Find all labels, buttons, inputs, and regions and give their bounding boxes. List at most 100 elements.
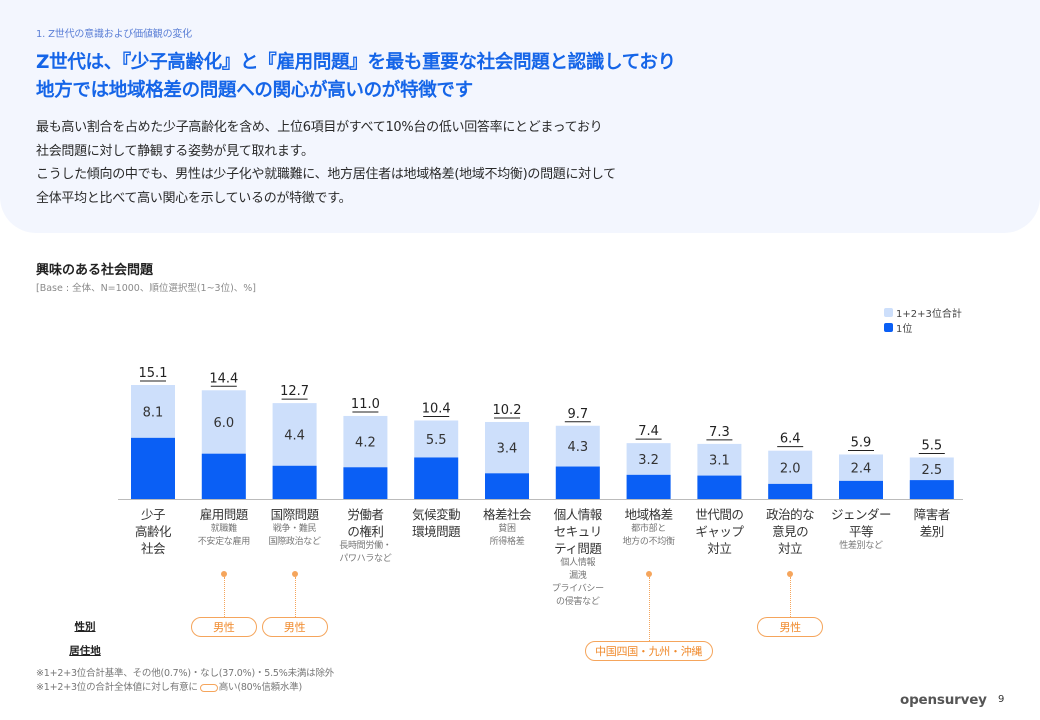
category-sublabel: 個人情報 [560,558,596,568]
category-sublabel: 就職難 [210,524,237,534]
bar-first [626,474,671,499]
category-label-line: 高齢化 [134,524,172,539]
highlight-dot-icon [645,571,652,577]
category-label: 国際問題 戦争・難民 国際政治など [255,506,335,549]
category-label-line: の権利 [347,524,384,539]
footnote-2-suffix: 高い(80%信頼水準) [218,682,303,693]
category-label-line: 対立 [778,541,803,556]
category-label-line: ティ問題 [554,541,602,556]
total-value-label: 7.3 [709,425,730,440]
category-sublabel: 所得格差 [489,537,525,547]
total-value-label: 11.0 [351,397,380,412]
category-label-line: 世代間の [695,507,744,522]
footnote-2: ※1+2+3位の合計全体値に対し有意に 高い(80%信頼水準) [36,681,334,695]
first-value-label: 3.1 [709,454,730,469]
highlight-connector [648,577,650,641]
category-label-line: 障害者 [913,507,951,522]
highlight-connector [790,577,792,617]
footnotes: ※1+2+3位合計基準、その他(0.7%)・なし(37.0%)・5.5%未満は除… [36,667,334,695]
legend-label-total: 1+2+3位合計 [896,309,962,320]
highlight-dot-icon [787,571,794,577]
first-value-label: 4.2 [355,436,376,451]
headline-line-1: Z世代は、『少子高齢化』と『雇用問題』を最も重要な社会問題と認識しており [36,52,676,73]
page-headline: Z世代は、『少子高齢化』と『雇用問題』を最も重要な社会問題と認識しており 地方で… [36,49,676,105]
category-sublabel: 漏洩 [569,571,587,581]
segment-pill: 中国四国・九州・沖縄 [584,641,713,661]
significance-pill-icon [199,683,218,692]
segment-pill: 男性 [190,617,257,637]
first-value-label: 6.0 [213,416,234,431]
bar-first [272,465,317,499]
total-value-label: 6.4 [780,432,801,447]
category-label-line: 格差社会 [482,507,532,522]
bar-first [909,480,954,499]
category-label-line: 少子 [140,507,166,522]
row-label-gender: 性別 [74,621,96,633]
summary-text: 最も高い割合を占めた少子高齢化を含め、上位6項目がすべて10%台の低い回答率にと… [36,116,616,210]
bar-first [839,480,883,499]
bar-first [201,453,246,499]
category-label: 世代間のギャップ対立 [679,506,759,557]
highlight-connector [294,577,296,617]
category-label-line: 対立 [707,541,732,556]
category-sublabel: 貧困 [498,524,516,534]
chart-base-note: [Base : 全体、N=1000、順位選択型(1~3位)、%] [36,283,257,294]
bar-first [768,483,813,499]
category-label: 政治的な 意見の 対立 [750,506,830,557]
category-label: 格差社会貧困所得格差 [467,506,547,549]
category-label-line: 環境問題 [412,524,461,539]
summary-line: 全体平均と比べて高い関心を示しているのが特徴です。 [36,190,352,206]
bar-first [697,475,742,499]
first-value-label: 5.5 [426,433,447,448]
total-value-label: 12.7 [280,384,309,399]
category-label-line: 個人情報 [553,507,603,522]
category-sublabel: 戦争・難民 [272,524,317,534]
category-label-line: ジェンダー [830,507,892,522]
brand-logo: opensurvey [900,692,987,708]
category-sublabel: 性差別など [839,541,883,551]
total-value-label: 15.1 [139,366,168,381]
chart-legend: 1+2+3位合計 1位 [884,305,962,335]
first-value-label: 3.2 [638,453,659,468]
category-label: 気候変動 環境問題 [396,506,476,540]
row-label-residence: 居住地 [69,645,101,657]
bar-first [485,473,529,499]
category-sublabel: 不安定な雇用 [197,537,251,547]
summary-line: 社会問題に対して静観する姿勢が見て取れます。 [36,143,314,159]
bar-first [555,466,600,499]
page-number: 9 [998,694,1005,705]
category-label: 障害者 差別 [892,506,972,540]
category-label: 個人情報 セキュリ ティ問題 個人情報 漏洩 プライバシー の侵害など [538,506,618,609]
legend-swatch-total [884,308,893,317]
total-value-label: 14.4 [209,371,238,386]
category-label-line: ギャップ [695,524,744,539]
category-label: 雇用問題就職難不安定な雇用 [184,506,264,549]
footnote-2-prefix: ※1+2+3位の合計全体値に対し有意に [36,682,198,693]
segment-pill: 男性 [261,617,328,637]
highlight-dot-icon [220,571,227,577]
footnote-1: ※1+2+3位合計基準、その他(0.7%)・なし(37.0%)・5.5%未満は除… [36,668,335,679]
category-label-line: 差別 [919,524,945,539]
first-value-label: 2.4 [851,462,872,477]
header-panel: 1. Z世代の意識および価値観の変化 Z世代は、『少子高齢化』と『雇用問題』を最… [0,0,1040,233]
category-sublabel: 都市部と [631,524,666,534]
summary-line: 最も高い割合を占めた少子高齢化を含め、上位6項目がすべて10%台の低い回答率にと… [36,120,603,135]
category-label: 労働者 の権利 長時間労働・ パワハラなど [325,506,405,566]
total-value-label: 5.9 [851,435,872,450]
total-value-label: 10.4 [422,401,451,416]
total-value-label: 5.5 [921,438,942,453]
legend-label-first: 1位 [896,324,913,335]
bar-first [414,457,459,499]
category-label-line: セキュリ [553,524,603,539]
first-value-label: 3.4 [497,442,518,457]
summary-line: こうした傾向の中でも、男性は少子化や就職難に、地方居住者は地域格差(地域不均衡)… [36,167,616,182]
category-label-line: 国際問題 [270,507,320,522]
legend-item-total: 1+2+3位合計 [884,305,962,320]
first-value-label: 2.5 [921,463,942,478]
first-value-label: 4.4 [284,428,305,443]
category-label-line: 平等 [848,524,874,539]
category-label-line: 雇用問題 [199,507,249,522]
category-sublabel: パワハラなど [339,554,392,564]
category-label: ジェンダー平等性差別など [821,506,901,553]
